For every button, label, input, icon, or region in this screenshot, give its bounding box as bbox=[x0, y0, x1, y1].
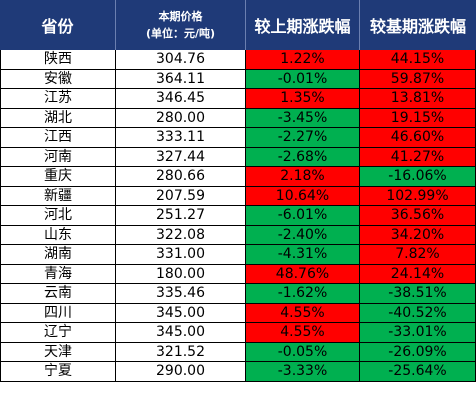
province-cell: 江苏 bbox=[0, 89, 116, 109]
yoy-change-cell: -25.64% bbox=[360, 362, 476, 382]
table-row: 河南 327.44 -2.68% 41.27% bbox=[0, 147, 476, 167]
yoy-change-cell: -33.01% bbox=[360, 323, 476, 343]
yoy-change-cell: -16.06% bbox=[360, 167, 476, 187]
price-cell: 335.46 bbox=[116, 284, 246, 304]
header-province: 省份 bbox=[0, 0, 116, 50]
table-row: 云南 335.46 -1.62% -38.51% bbox=[0, 284, 476, 304]
province-cell: 河南 bbox=[0, 147, 116, 167]
mom-change-cell: -0.01% bbox=[246, 69, 360, 89]
table-row: 重庆 280.66 2.18% -16.06% bbox=[0, 167, 476, 187]
yoy-change-cell: 46.60% bbox=[360, 128, 476, 148]
table-row: 宁夏 290.00 -3.33% -25.64% bbox=[0, 362, 476, 382]
mom-change-cell: -2.27% bbox=[246, 128, 360, 148]
table-row: 山东 322.08 -2.40% 34.20% bbox=[0, 225, 476, 245]
province-cell: 新疆 bbox=[0, 186, 116, 206]
province-cell: 江西 bbox=[0, 128, 116, 148]
yoy-change-cell: 19.15% bbox=[360, 108, 476, 128]
yoy-change-cell: -38.51% bbox=[360, 284, 476, 304]
yoy-change-cell: 7.82% bbox=[360, 245, 476, 265]
price-cell: 251.27 bbox=[116, 206, 246, 226]
yoy-change-cell: 24.14% bbox=[360, 264, 476, 284]
yoy-change-cell: 44.15% bbox=[360, 50, 476, 70]
header-yoy-label: 较基期涨跌幅 bbox=[369, 17, 466, 36]
province-cell: 云南 bbox=[0, 284, 116, 304]
province-cell: 山东 bbox=[0, 225, 116, 245]
mom-change-cell: -2.40% bbox=[246, 225, 360, 245]
province-cell: 青海 bbox=[0, 264, 116, 284]
header-mom-label: 较上期涨跌幅 bbox=[254, 17, 351, 36]
table-row: 安徽 364.11 -0.01% 59.87% bbox=[0, 69, 476, 89]
table-row: 湖南 331.00 -4.31% 7.82% bbox=[0, 245, 476, 265]
table-row: 辽宁 345.00 4.55% -33.01% bbox=[0, 323, 476, 343]
price-cell: 345.00 bbox=[116, 323, 246, 343]
price-cell: 280.66 bbox=[116, 167, 246, 187]
price-cell: 346.45 bbox=[116, 89, 246, 109]
header-price-unit: (单位：元/吨) bbox=[145, 27, 216, 40]
mom-change-cell: 4.55% bbox=[246, 303, 360, 323]
yoy-change-cell: 41.27% bbox=[360, 147, 476, 167]
table-row: 天津 321.52 -0.05% -26.09% bbox=[0, 342, 476, 362]
mom-change-cell: 48.76% bbox=[246, 264, 360, 284]
province-cell: 河北 bbox=[0, 206, 116, 226]
table-row: 青海 180.00 48.76% 24.14% bbox=[0, 264, 476, 284]
table-row: 河北 251.27 -6.01% 36.56% bbox=[0, 206, 476, 226]
mom-change-cell: 4.55% bbox=[246, 323, 360, 343]
price-cell: 345.00 bbox=[116, 303, 246, 323]
yoy-change-cell: -40.52% bbox=[360, 303, 476, 323]
table-row: 江西 333.11 -2.27% 46.60% bbox=[0, 128, 476, 148]
price-cell: 321.52 bbox=[116, 342, 246, 362]
province-cell: 宁夏 bbox=[0, 362, 116, 382]
province-cell: 天津 bbox=[0, 342, 116, 362]
mom-change-cell: -4.31% bbox=[246, 245, 360, 265]
mom-change-cell: -1.62% bbox=[246, 284, 360, 304]
table-row: 四川 345.00 4.55% -40.52% bbox=[0, 303, 476, 323]
price-cell: 331.00 bbox=[116, 245, 246, 265]
mom-change-cell: -3.45% bbox=[246, 108, 360, 128]
mom-change-cell: 10.64% bbox=[246, 186, 360, 206]
province-cell: 辽宁 bbox=[0, 323, 116, 343]
table-row: 湖北 280.00 -3.45% 19.15% bbox=[0, 108, 476, 128]
yoy-change-cell: 102.99% bbox=[360, 186, 476, 206]
province-cell: 重庆 bbox=[0, 167, 116, 187]
province-cell: 湖南 bbox=[0, 245, 116, 265]
header-price-label: 本期价格 bbox=[158, 10, 203, 23]
table-row: 新疆 207.59 10.64% 102.99% bbox=[0, 186, 476, 206]
province-cell: 安徽 bbox=[0, 69, 116, 89]
table-row: 陕西 304.76 1.22% 44.15% bbox=[0, 50, 476, 70]
yoy-change-cell: 59.87% bbox=[360, 69, 476, 89]
province-cell: 四川 bbox=[0, 303, 116, 323]
yoy-change-cell: -26.09% bbox=[360, 342, 476, 362]
yoy-change-cell: 36.56% bbox=[360, 206, 476, 226]
mom-change-cell: -2.68% bbox=[246, 147, 360, 167]
mom-change-cell: -0.05% bbox=[246, 342, 360, 362]
mom-change-cell: 2.18% bbox=[246, 167, 360, 187]
mom-change-cell: 1.22% bbox=[246, 50, 360, 70]
price-cell: 290.00 bbox=[116, 362, 246, 382]
header-province-label: 省份 bbox=[41, 17, 74, 36]
price-cell: 364.11 bbox=[116, 69, 246, 89]
mom-change-cell: -6.01% bbox=[246, 206, 360, 226]
header-yoy: 较基期涨跌幅 bbox=[360, 0, 476, 50]
price-cell: 327.44 bbox=[116, 147, 246, 167]
province-cell: 湖北 bbox=[0, 108, 116, 128]
mom-change-cell: 1.35% bbox=[246, 89, 360, 109]
header-mom: 较上期涨跌幅 bbox=[246, 0, 360, 50]
price-cell: 304.76 bbox=[116, 50, 246, 70]
price-cell: 322.08 bbox=[116, 225, 246, 245]
table-row: 江苏 346.45 1.35% 13.81% bbox=[0, 89, 476, 109]
price-cell: 207.59 bbox=[116, 186, 246, 206]
price-cell: 180.00 bbox=[116, 264, 246, 284]
yoy-change-cell: 13.81% bbox=[360, 89, 476, 109]
province-cell: 陕西 bbox=[0, 50, 116, 70]
price-cell: 280.00 bbox=[116, 108, 246, 128]
mom-change-cell: -3.33% bbox=[246, 362, 360, 382]
price-cell: 333.11 bbox=[116, 128, 246, 148]
header-price: 本期价格 (单位：元/吨) bbox=[116, 0, 246, 50]
yoy-change-cell: 34.20% bbox=[360, 225, 476, 245]
